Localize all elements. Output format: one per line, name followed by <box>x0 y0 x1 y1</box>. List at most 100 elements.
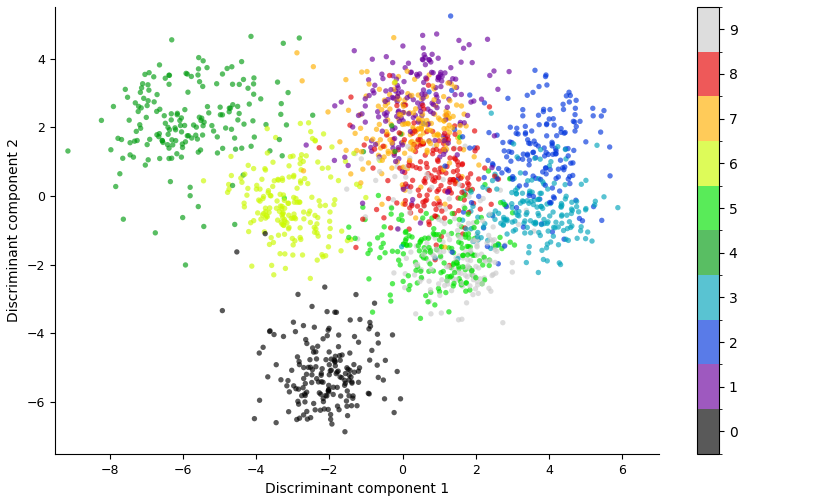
Point <box>416 55 429 63</box>
Point <box>461 179 474 187</box>
Point <box>472 264 485 272</box>
Point <box>401 90 414 98</box>
Point <box>462 219 475 227</box>
Point <box>380 53 393 61</box>
Point <box>356 165 369 173</box>
Point <box>459 287 472 295</box>
Point <box>244 142 257 150</box>
Point <box>297 321 310 329</box>
Point <box>437 132 450 140</box>
Point <box>418 248 431 256</box>
Point <box>468 251 481 259</box>
Point <box>435 276 449 284</box>
Point <box>516 197 529 205</box>
Point <box>373 86 386 94</box>
Point <box>458 119 471 127</box>
Point <box>345 93 358 101</box>
Point <box>536 204 549 212</box>
Point <box>426 146 440 154</box>
Point <box>437 247 450 256</box>
Point <box>468 127 481 135</box>
Point <box>364 322 377 330</box>
Point <box>205 122 218 130</box>
Point <box>272 176 285 184</box>
Point <box>192 65 205 73</box>
Point <box>481 242 494 250</box>
Point <box>192 54 205 62</box>
Point <box>542 115 556 123</box>
Point <box>438 117 451 125</box>
Point <box>448 209 461 217</box>
Point <box>366 135 379 143</box>
Point <box>457 208 470 216</box>
Point <box>546 228 559 236</box>
Point <box>416 110 429 118</box>
Point <box>555 128 568 136</box>
Point <box>441 280 454 288</box>
Point <box>563 173 576 181</box>
Point <box>310 375 324 383</box>
Point <box>418 197 431 205</box>
Point <box>340 146 353 154</box>
Point <box>275 205 288 213</box>
Point <box>557 226 570 234</box>
Point <box>324 367 337 375</box>
Point <box>525 198 538 206</box>
Point <box>547 232 560 240</box>
Point <box>333 373 346 381</box>
Point <box>482 167 495 175</box>
Point <box>408 111 422 119</box>
Point <box>399 64 412 72</box>
Point <box>453 252 466 260</box>
Point <box>363 275 376 283</box>
Point <box>468 144 481 152</box>
Point <box>534 195 547 203</box>
Point <box>288 382 301 390</box>
Point <box>306 371 319 379</box>
Point <box>407 125 420 133</box>
Point <box>442 136 455 144</box>
Point <box>176 140 189 148</box>
Point <box>275 152 288 160</box>
Point <box>107 103 120 111</box>
Point <box>424 139 437 147</box>
Point <box>377 153 391 161</box>
Point <box>459 191 472 199</box>
Point <box>562 236 575 244</box>
Point <box>397 184 410 192</box>
Point <box>458 191 471 199</box>
Point <box>237 75 250 83</box>
Point <box>334 247 347 255</box>
Point <box>346 394 359 402</box>
Point <box>432 74 445 82</box>
Point <box>415 125 428 133</box>
Point <box>315 390 328 398</box>
Point <box>185 134 199 142</box>
Point <box>434 71 447 79</box>
Point <box>520 91 534 99</box>
Point <box>428 110 441 118</box>
Point <box>511 153 524 161</box>
Point <box>194 117 208 125</box>
Point <box>431 201 444 209</box>
Point <box>497 198 510 206</box>
Point <box>405 137 418 145</box>
Point <box>418 90 431 98</box>
Point <box>392 89 405 97</box>
Point <box>298 390 311 398</box>
Point <box>427 142 440 150</box>
Point <box>417 243 431 252</box>
Point <box>328 356 341 364</box>
Point <box>478 254 491 262</box>
Point <box>471 251 484 259</box>
Point <box>524 139 537 147</box>
Point <box>425 172 438 180</box>
Point <box>260 121 273 129</box>
Point <box>163 71 176 79</box>
Point <box>332 177 345 185</box>
Point <box>476 280 489 288</box>
Point <box>423 186 436 194</box>
Point <box>364 246 377 254</box>
Point <box>415 274 428 282</box>
Point <box>369 140 382 148</box>
